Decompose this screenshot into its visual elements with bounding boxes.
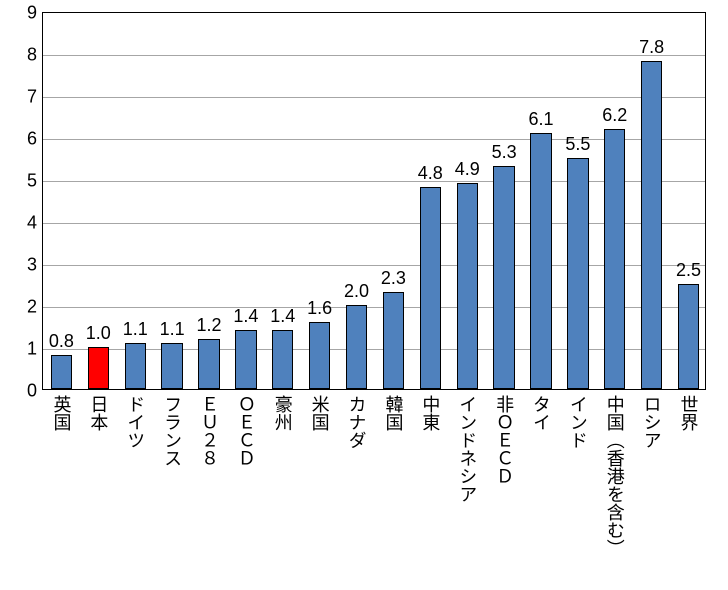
xtick-label: 日本	[89, 395, 107, 431]
ytick-label: 1	[27, 339, 37, 360]
bar: 6.1	[530, 133, 551, 389]
xtick-label: カナダ	[348, 395, 366, 449]
bar-value-label: 1.2	[196, 315, 221, 336]
bar-value-label: 1.0	[86, 323, 111, 344]
bar-value-label: 1.1	[160, 319, 185, 340]
xtick-label: フランス	[163, 395, 181, 467]
ytick-label: 2	[27, 297, 37, 318]
bar-value-label: 1.4	[270, 306, 295, 327]
bar-value-label: 4.8	[418, 163, 443, 184]
bar-value-label: 2.0	[344, 281, 369, 302]
xtick-label: インドネシア	[458, 395, 476, 503]
bar: 6.2	[604, 129, 625, 389]
xtick-label: タイ	[532, 395, 550, 431]
bar: 7.8	[641, 61, 662, 389]
xtick-label: 英国	[52, 395, 70, 431]
xtick-label: 韓国	[384, 395, 402, 431]
xtick-label: ＥＵ２８	[200, 395, 218, 467]
ytick-label: 5	[27, 171, 37, 192]
bar-value-label: 5.5	[565, 134, 590, 155]
bar: 1.4	[235, 330, 256, 389]
plot-area: 01234567890.8英国1.0日本1.1ドイツ1.1フランス1.2ＥＵ２８…	[42, 12, 706, 390]
bar-value-label: 5.3	[492, 142, 517, 163]
xtick-label: インド	[569, 395, 587, 449]
bar: 2.3	[383, 292, 404, 389]
bar: 0.8	[51, 355, 72, 389]
bar-value-label: 7.8	[639, 37, 664, 58]
chart-container: 0 1 2 3 4 5 6 7 8 9 0.8 英国 1.0 日本 1.1 ドイツ 1.1 フランス 1.2 ＥＵ２８…	[0, 0, 728, 590]
bar: 1.4	[272, 330, 293, 389]
bar: 4.8	[420, 187, 441, 389]
xtick-label: 非ＯＥＣＤ	[495, 395, 513, 485]
bar-value-label: 6.2	[602, 105, 627, 126]
bar: 1.6	[309, 322, 330, 389]
xtick-label: 豪州	[274, 395, 292, 431]
ytick-label: 0	[27, 381, 37, 402]
xtick-label: ドイツ	[126, 395, 144, 449]
xtick-label: 世界	[680, 395, 698, 431]
bar: 2.5	[678, 284, 699, 389]
xtick-label: 米国	[311, 395, 329, 431]
bar: 1.2	[198, 339, 219, 389]
bar-value-label: 6.1	[528, 109, 553, 130]
bar-value-label: 2.3	[381, 268, 406, 289]
bar: 5.5	[567, 158, 588, 389]
ytick-label: 6	[27, 129, 37, 150]
gridline	[43, 97, 705, 98]
bar-value-label: 2.5	[676, 260, 701, 281]
xtick-label: ＯＥＣＤ	[237, 395, 255, 467]
ytick-label: 4	[27, 213, 37, 234]
ytick-label: 3	[27, 255, 37, 276]
bar-value-label: 4.9	[455, 159, 480, 180]
xtick-label: ロシア	[643, 395, 661, 449]
bar: 2.0	[346, 305, 367, 389]
bar: 4.9	[457, 183, 478, 389]
bar: 1.0	[88, 347, 109, 389]
ytick-label: 9	[27, 3, 37, 24]
bar-value-label: 0.8	[49, 331, 74, 352]
ytick-label: 7	[27, 87, 37, 108]
bar-value-label: 1.1	[123, 319, 148, 340]
bar: 1.1	[125, 343, 146, 389]
xtick-label: 中東	[421, 395, 439, 431]
bar-value-label: 1.6	[307, 298, 332, 319]
bar: 5.3	[493, 166, 514, 389]
xtick-label: 中国（香港を含む）	[606, 395, 624, 557]
bar-value-label: 1.4	[233, 306, 258, 327]
bar: 1.1	[161, 343, 182, 389]
ytick-label: 8	[27, 45, 37, 66]
gridline	[43, 55, 705, 56]
